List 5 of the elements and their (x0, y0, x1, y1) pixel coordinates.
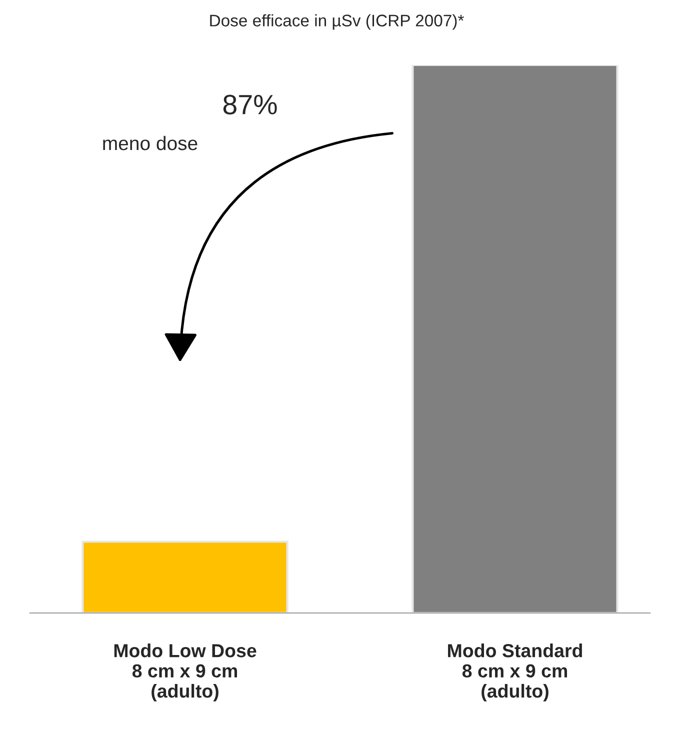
chart-title: Dose efficace in µSv (ICRP 2007)* (210, 14, 464, 30)
annotation: meno dose (103, 136, 198, 150)
annotation: 87% (223, 94, 277, 114)
x-tick-label: Modo Low Dose 8 cm x 9 cm (adulto) (114, 644, 256, 702)
x-tick-label: Modo Standard 8 cm x 9 cm (adulto) (448, 644, 582, 702)
